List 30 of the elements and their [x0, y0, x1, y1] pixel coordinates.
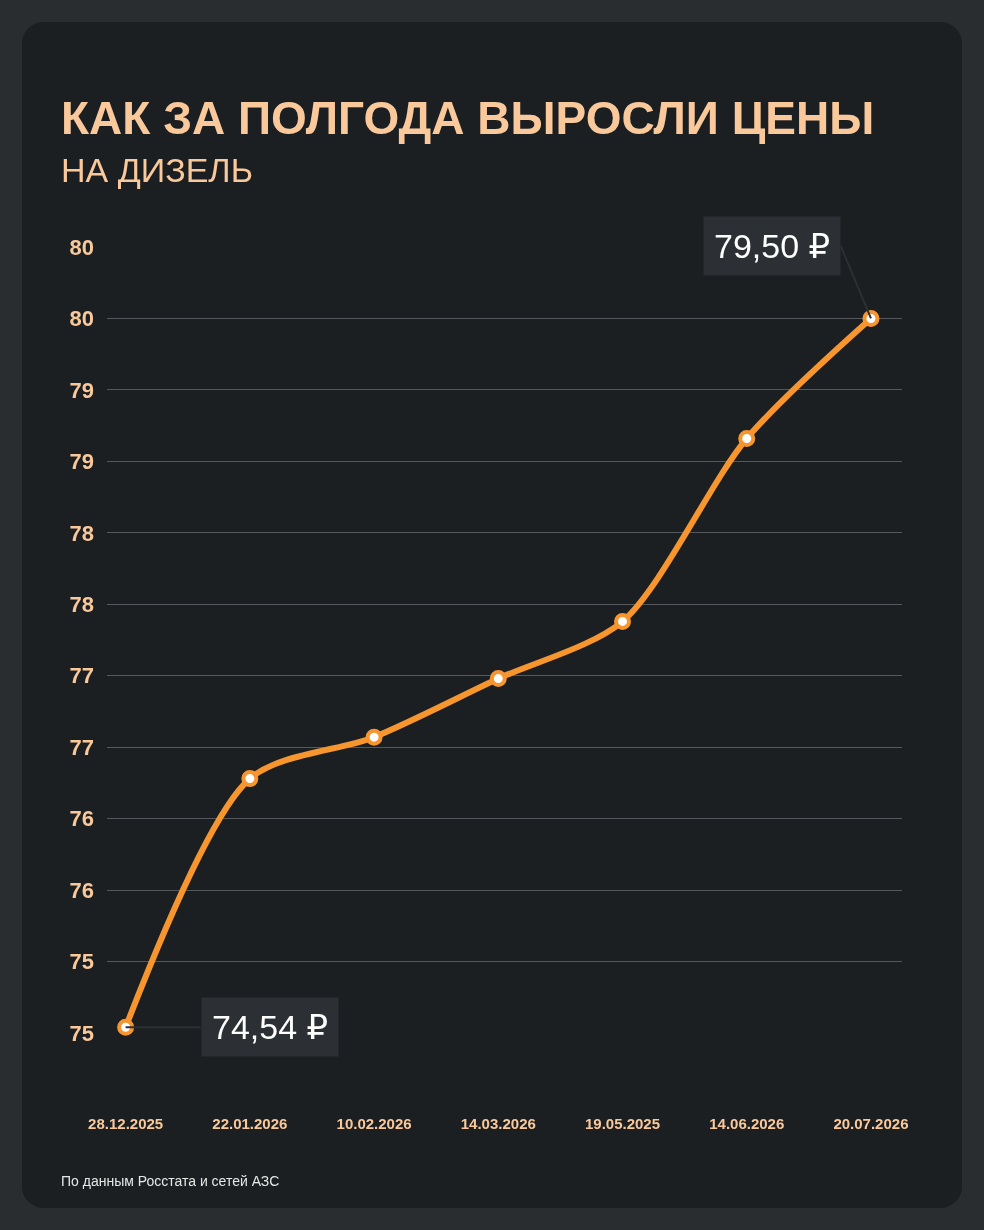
y-tick-label: 75	[69, 1020, 94, 1046]
x-tick-label: 14.03.2026	[460, 1115, 536, 1132]
point	[614, 612, 632, 630]
x-tick-label: 20.07.2026	[833, 1115, 909, 1132]
y-tick-label: 77	[69, 734, 94, 760]
y-tick-label: 76	[69, 806, 94, 832]
y-tick-label: 78	[69, 520, 94, 546]
annotation: 74,54 ₽	[212, 1008, 329, 1046]
y-tick-label: 79	[69, 449, 94, 475]
chart-title: КАК ЗА ПОЛГОДА ВЫРОСЛИ ЦЕНЫ	[61, 92, 875, 144]
point	[489, 670, 507, 688]
point	[738, 430, 756, 447]
point	[241, 770, 259, 788]
chart-subtitle: НА ДИЗЕЛЬ	[61, 151, 253, 189]
y-tick-label: 80	[69, 234, 94, 260]
text: По данным Росстата и сетей АЗС	[61, 1173, 280, 1189]
point	[117, 1018, 135, 1036]
y-tick-label: 80	[69, 306, 94, 332]
x-tick-label: 14.06.2026	[709, 1115, 785, 1132]
x-tick-label: 28.12.2025	[88, 1115, 164, 1132]
y-tick-label: 77	[69, 663, 94, 689]
x-tick-label: 22.01.2026	[212, 1115, 288, 1132]
y-tick-label: 78	[69, 591, 94, 617]
y-tick-label: 75	[69, 949, 94, 975]
annotation: 79,50 ₽	[714, 227, 831, 265]
x-tick-label: 10.02.2026	[336, 1115, 412, 1132]
y-tick-label: 79	[69, 377, 94, 403]
y-tick-label: 76	[69, 877, 94, 903]
point	[365, 728, 383, 746]
x-tick-label: 19.05.2025	[584, 1115, 661, 1132]
